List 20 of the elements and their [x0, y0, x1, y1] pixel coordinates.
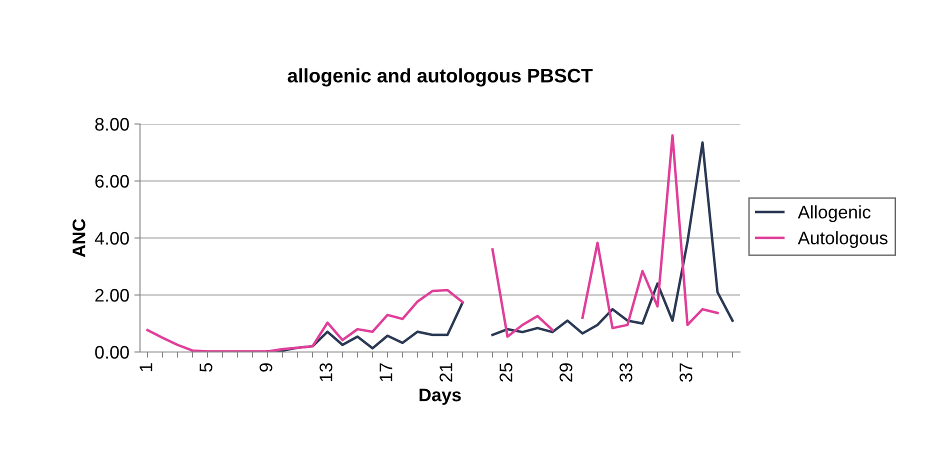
x-tick-label: 29: [560, 363, 572, 382]
y-tick-label: 2.00: [95, 288, 129, 302]
y-tick-label: 4.00: [94, 232, 129, 245]
legend-label: Autologous: [798, 231, 888, 248]
y-axis-title: ANC: [72, 218, 86, 258]
x-tick-label: 1: [140, 363, 152, 372]
x-tick-label: 33: [620, 363, 632, 382]
x-tick-label: 17: [380, 363, 392, 382]
y-tick-label: 6.00: [95, 174, 129, 188]
x-tick-label: 5: [200, 363, 212, 372]
legend-label: Allogenic: [798, 205, 871, 222]
y-tick-label: 0.00: [95, 346, 129, 359]
x-tick-label: 21: [440, 363, 452, 382]
x-tick-label: 25: [500, 363, 512, 382]
x-axis-title: Days: [420, 388, 461, 405]
y-tick-label: 8.00: [95, 118, 129, 131]
x-tick-label: 9: [260, 363, 272, 372]
x-tick-label: 13: [320, 363, 332, 382]
x-tick-label: 37: [680, 363, 692, 382]
chart-title: allogenic and autologous PBSCT: [288, 68, 593, 86]
